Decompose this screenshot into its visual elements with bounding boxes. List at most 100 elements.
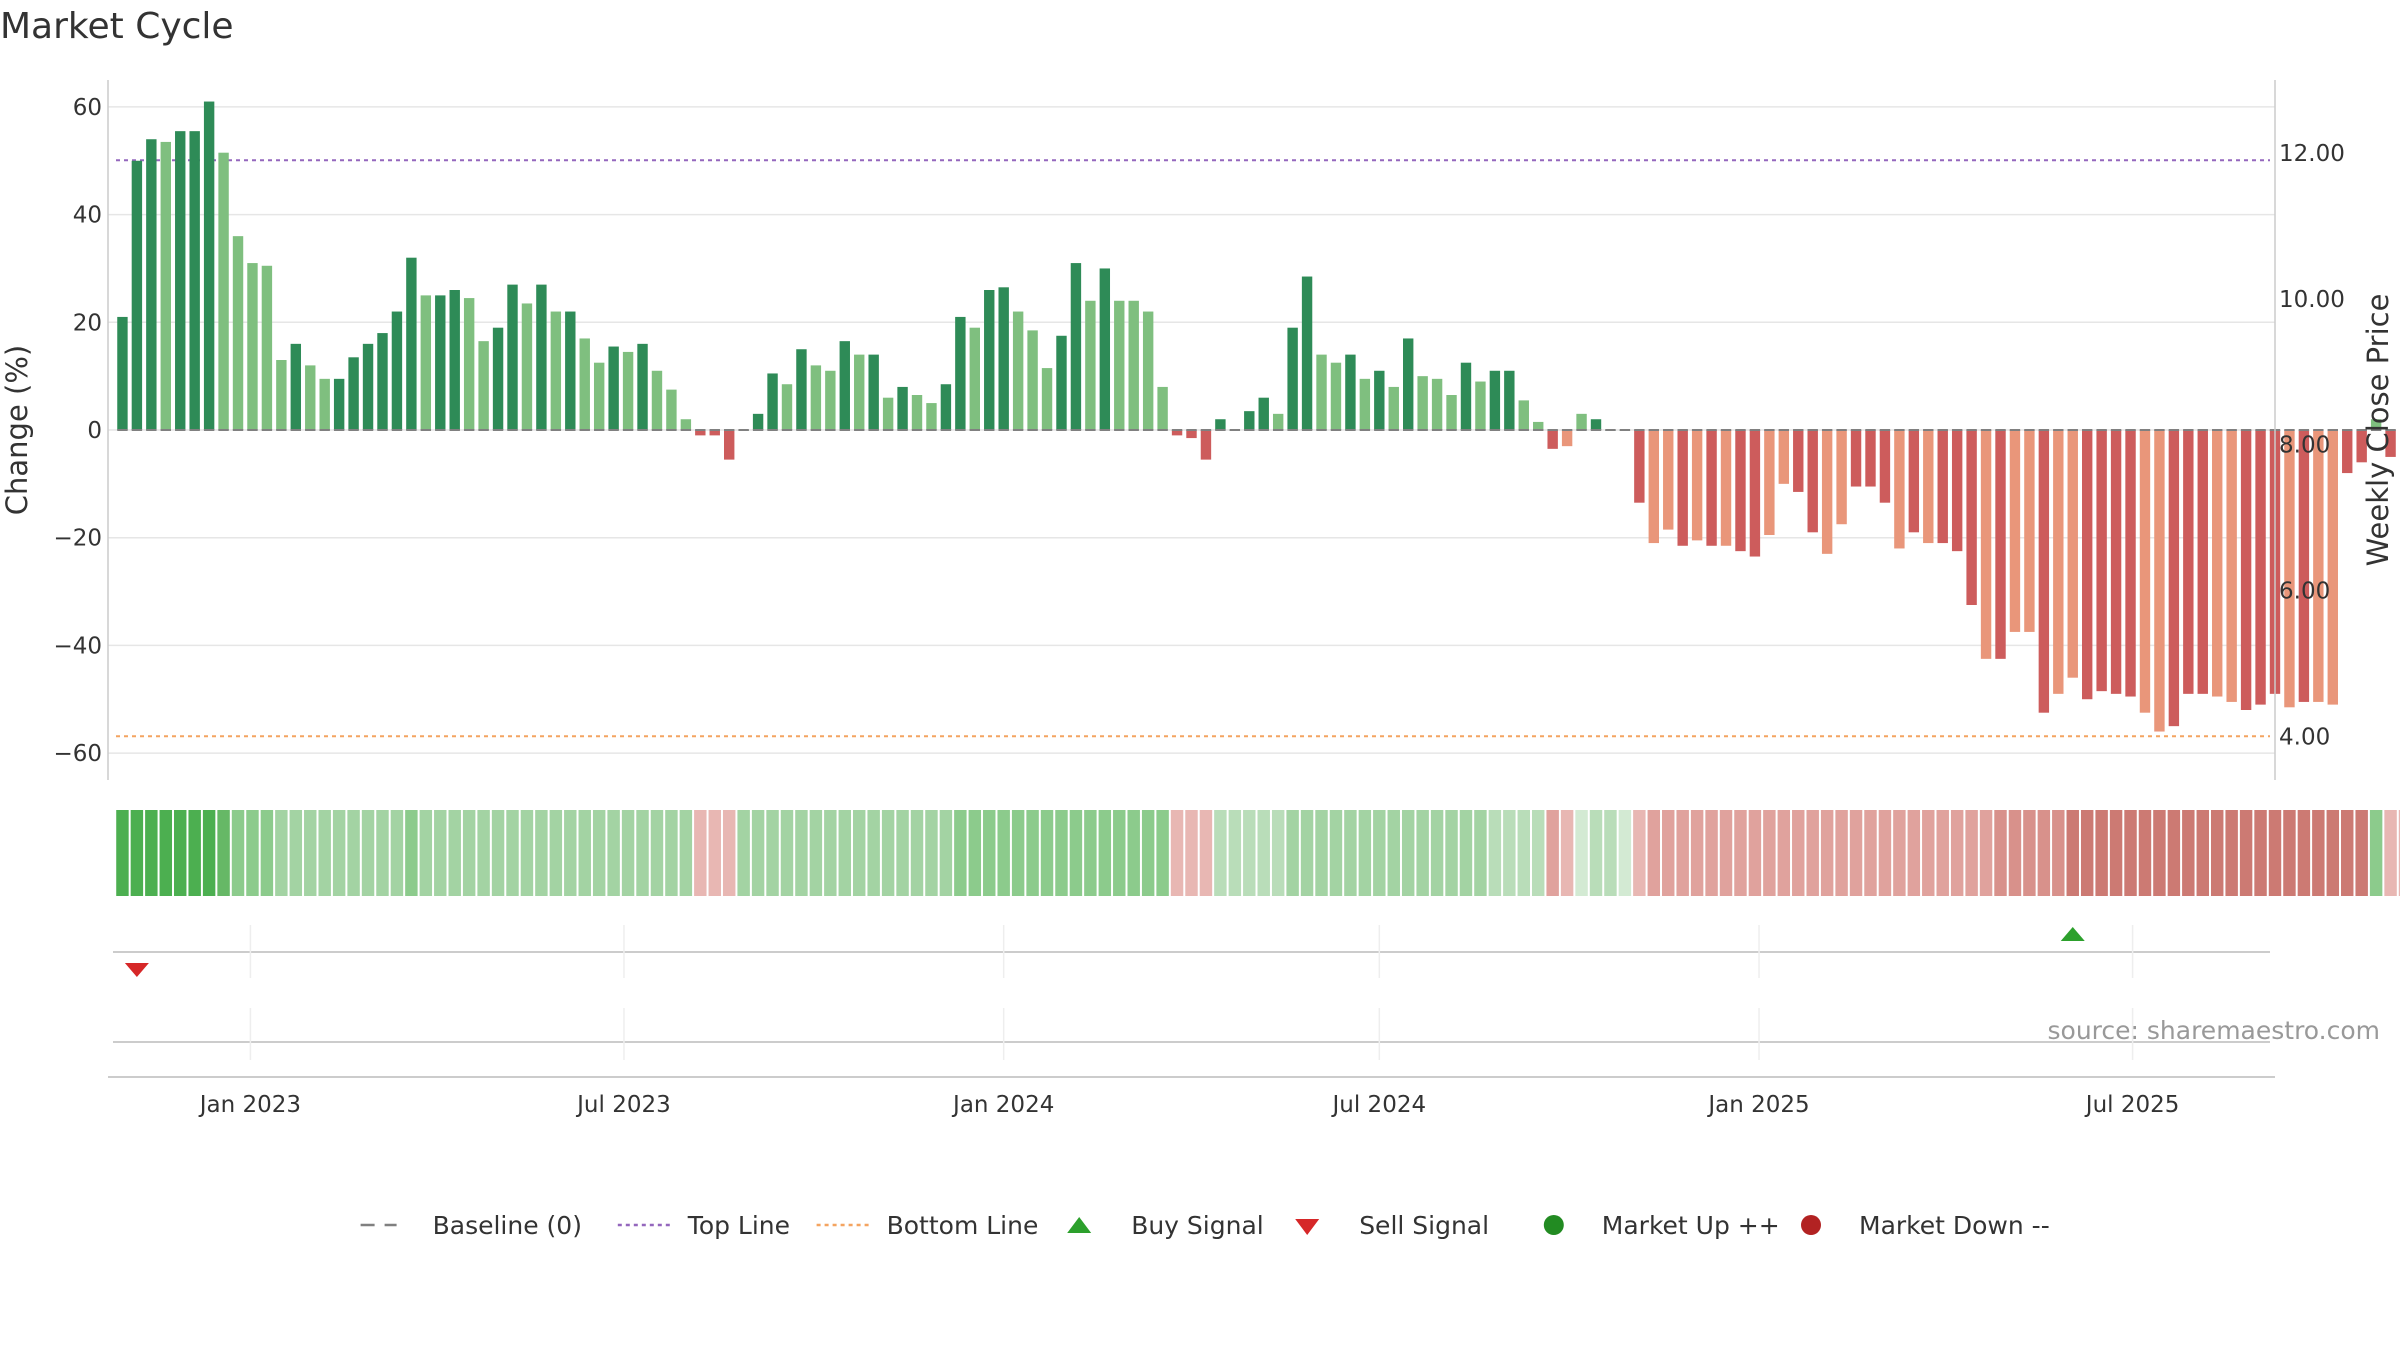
bar xyxy=(810,365,822,430)
heat-cell xyxy=(910,810,924,896)
bar xyxy=(2053,430,2064,694)
bar xyxy=(1258,397,1269,430)
heat-cell xyxy=(780,810,794,896)
heat-cell xyxy=(1676,810,1689,896)
bar xyxy=(261,265,273,430)
heat-cell xyxy=(145,810,158,896)
bar xyxy=(1648,430,1659,544)
bar xyxy=(276,360,287,430)
bar xyxy=(565,311,576,430)
heat-cell xyxy=(621,810,635,896)
bar xyxy=(1836,430,1847,525)
bar xyxy=(1388,386,1399,430)
bar xyxy=(117,316,128,430)
heat-cell xyxy=(520,810,534,896)
legend-label: Sell Signal xyxy=(1359,1211,1489,1240)
bar xyxy=(146,139,157,430)
bar xyxy=(1114,300,1125,430)
heat-cell xyxy=(2341,810,2354,896)
bar xyxy=(1504,370,1515,430)
bar xyxy=(1402,338,1414,430)
heat-cell xyxy=(1907,810,1921,896)
heat-cell xyxy=(260,810,274,896)
bar xyxy=(955,316,966,430)
heat-cell xyxy=(1820,810,1834,896)
bar xyxy=(781,384,793,430)
bar xyxy=(796,349,807,430)
bar xyxy=(926,403,937,430)
bar xyxy=(391,311,403,430)
heat-cell xyxy=(809,810,823,896)
legend-swatch xyxy=(1295,1219,1320,1235)
bar xyxy=(882,397,894,430)
heat-cell xyxy=(491,810,505,896)
heat-cell xyxy=(2196,810,2209,896)
heat-cell xyxy=(448,810,461,896)
bar xyxy=(2313,430,2324,702)
bar xyxy=(2110,430,2122,694)
y2-tick-label: 8.00 xyxy=(2279,433,2330,459)
heat-cell xyxy=(1098,810,1112,896)
bar xyxy=(622,351,634,430)
bar xyxy=(1374,370,1385,430)
heat-cell xyxy=(2124,810,2137,896)
heat-cell xyxy=(1445,810,1458,896)
bar xyxy=(825,370,836,430)
heat-cell xyxy=(679,810,693,896)
bar xyxy=(218,152,229,430)
heat-cell xyxy=(1300,810,1314,896)
heat-cell xyxy=(390,810,404,896)
heat-cell xyxy=(2109,810,2123,896)
bar xyxy=(305,365,316,430)
y-tick-label: 40 xyxy=(73,203,102,229)
bar xyxy=(2096,430,2107,692)
bar xyxy=(348,357,359,430)
heat-cell xyxy=(1864,810,1877,896)
bar xyxy=(1446,395,1457,430)
bar xyxy=(1720,430,1732,546)
heat-cell xyxy=(1488,810,1502,896)
bar xyxy=(1128,300,1139,430)
x-tick-label: Jul 2023 xyxy=(575,1092,671,1118)
bar xyxy=(2327,430,2338,705)
source-label: source: sharemaestro.com xyxy=(2048,1016,2381,1045)
bar xyxy=(160,141,171,430)
bar xyxy=(247,263,258,430)
bar xyxy=(1287,327,1298,430)
heat-cell xyxy=(174,810,187,896)
heat-cell xyxy=(1719,810,1733,896)
legend-item: Baseline (0) xyxy=(360,1211,582,1240)
bar xyxy=(1244,411,1255,430)
bar xyxy=(333,378,345,430)
heat-cell xyxy=(1141,810,1155,896)
bar xyxy=(1056,335,1067,430)
bar xyxy=(189,131,200,430)
heat-cell xyxy=(650,810,664,896)
heat-cell xyxy=(1055,810,1068,896)
bar xyxy=(2212,430,2223,697)
heat-cell xyxy=(2283,810,2296,896)
bar xyxy=(1764,430,1775,535)
heat-cell xyxy=(2312,810,2325,896)
heat-cell xyxy=(1922,810,1935,896)
heat-cell xyxy=(2182,810,2195,896)
heat-cell xyxy=(1257,810,1270,896)
bar xyxy=(377,333,388,430)
bar xyxy=(593,362,605,430)
heat-cell xyxy=(1069,810,1083,896)
heat-cell xyxy=(1271,810,1285,896)
legend-label: Market Down -- xyxy=(1859,1211,2050,1240)
legend-swatch xyxy=(1067,1217,1092,1233)
bar xyxy=(2298,430,2310,702)
heat-cell xyxy=(1618,810,1632,896)
bar xyxy=(2342,430,2353,474)
heat-cell xyxy=(2326,810,2340,896)
bar xyxy=(319,378,330,430)
heat-cell xyxy=(1705,810,1718,896)
heat-cell xyxy=(925,810,938,896)
heat-cell xyxy=(939,810,953,896)
y-tick-label: 0 xyxy=(87,418,102,444)
bar xyxy=(2370,419,2382,430)
heat-cell xyxy=(1950,810,1964,896)
